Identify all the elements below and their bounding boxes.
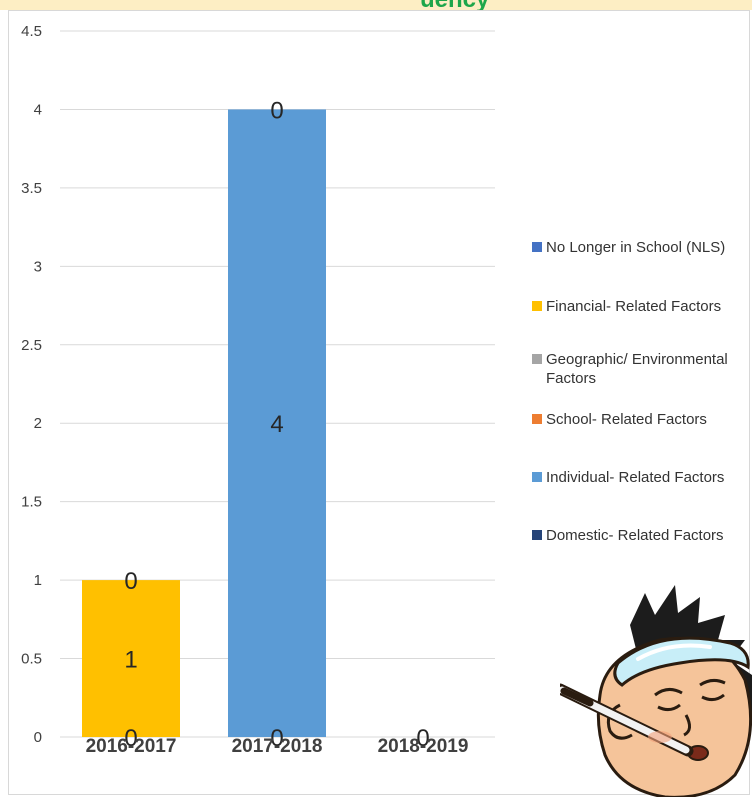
y-tick-label: 3.5 [21,180,42,197]
legend-label: Financial- Related Factors [546,298,722,315]
legend-label: Individual- Related Factors [546,469,725,486]
x-tick-label: 2016-2017 [86,736,177,757]
legend-item: Domestic- Related Factors [532,526,724,545]
title-band: uency [0,0,752,10]
legend-swatch [532,354,542,364]
legend-swatch [532,530,542,540]
y-tick-label: 2.5 [21,337,42,354]
chart-area-border [8,10,750,795]
y-tick-label: 4.5 [21,23,42,40]
data-label: 0 [416,725,429,752]
y-tick-label: 3 [34,258,42,275]
data-label: 0 [270,97,283,124]
legend-label: Domestic- Related Factors [546,527,724,544]
data-label: 1 [124,647,137,674]
data-label: 0 [124,725,137,752]
legend-swatch [532,472,542,482]
y-tick-label: 4 [34,101,42,118]
y-tick-label: 1 [34,572,42,589]
legend-label: School- Related Factors [546,411,707,428]
bar-segment [82,580,180,737]
bar-segment [228,109,326,737]
legend-item: No Longer in School (NLS) [532,238,725,257]
y-tick-label: 0.5 [21,651,42,668]
legend-item: Geographic/ Environmental Factors [532,350,747,388]
y-tick-label: 0 [34,729,42,746]
x-tick-label: 2018-2019 [378,736,469,757]
legend-label: Geographic/ Environmental Factors [546,351,728,387]
data-label: 0 [124,568,137,595]
data-label: 4 [270,411,283,438]
data-label: 0 [270,725,283,752]
legend-label: No Longer in School (NLS) [546,239,726,256]
legend-item: Individual- Related Factors [532,468,724,487]
legend-item: School- Related Factors [532,410,707,429]
legend-item: Financial- Related Factors [532,297,721,316]
sick-boy-thermometer-icon [560,585,752,797]
x-tick-label: 2017-2018 [232,736,323,757]
y-tick-label: 2 [34,415,42,432]
y-tick-label: 1.5 [21,494,42,511]
legend-swatch [532,414,542,424]
chart-title-partial: uency [420,0,489,10]
legend-swatch [532,242,542,252]
legend-swatch [532,301,542,311]
